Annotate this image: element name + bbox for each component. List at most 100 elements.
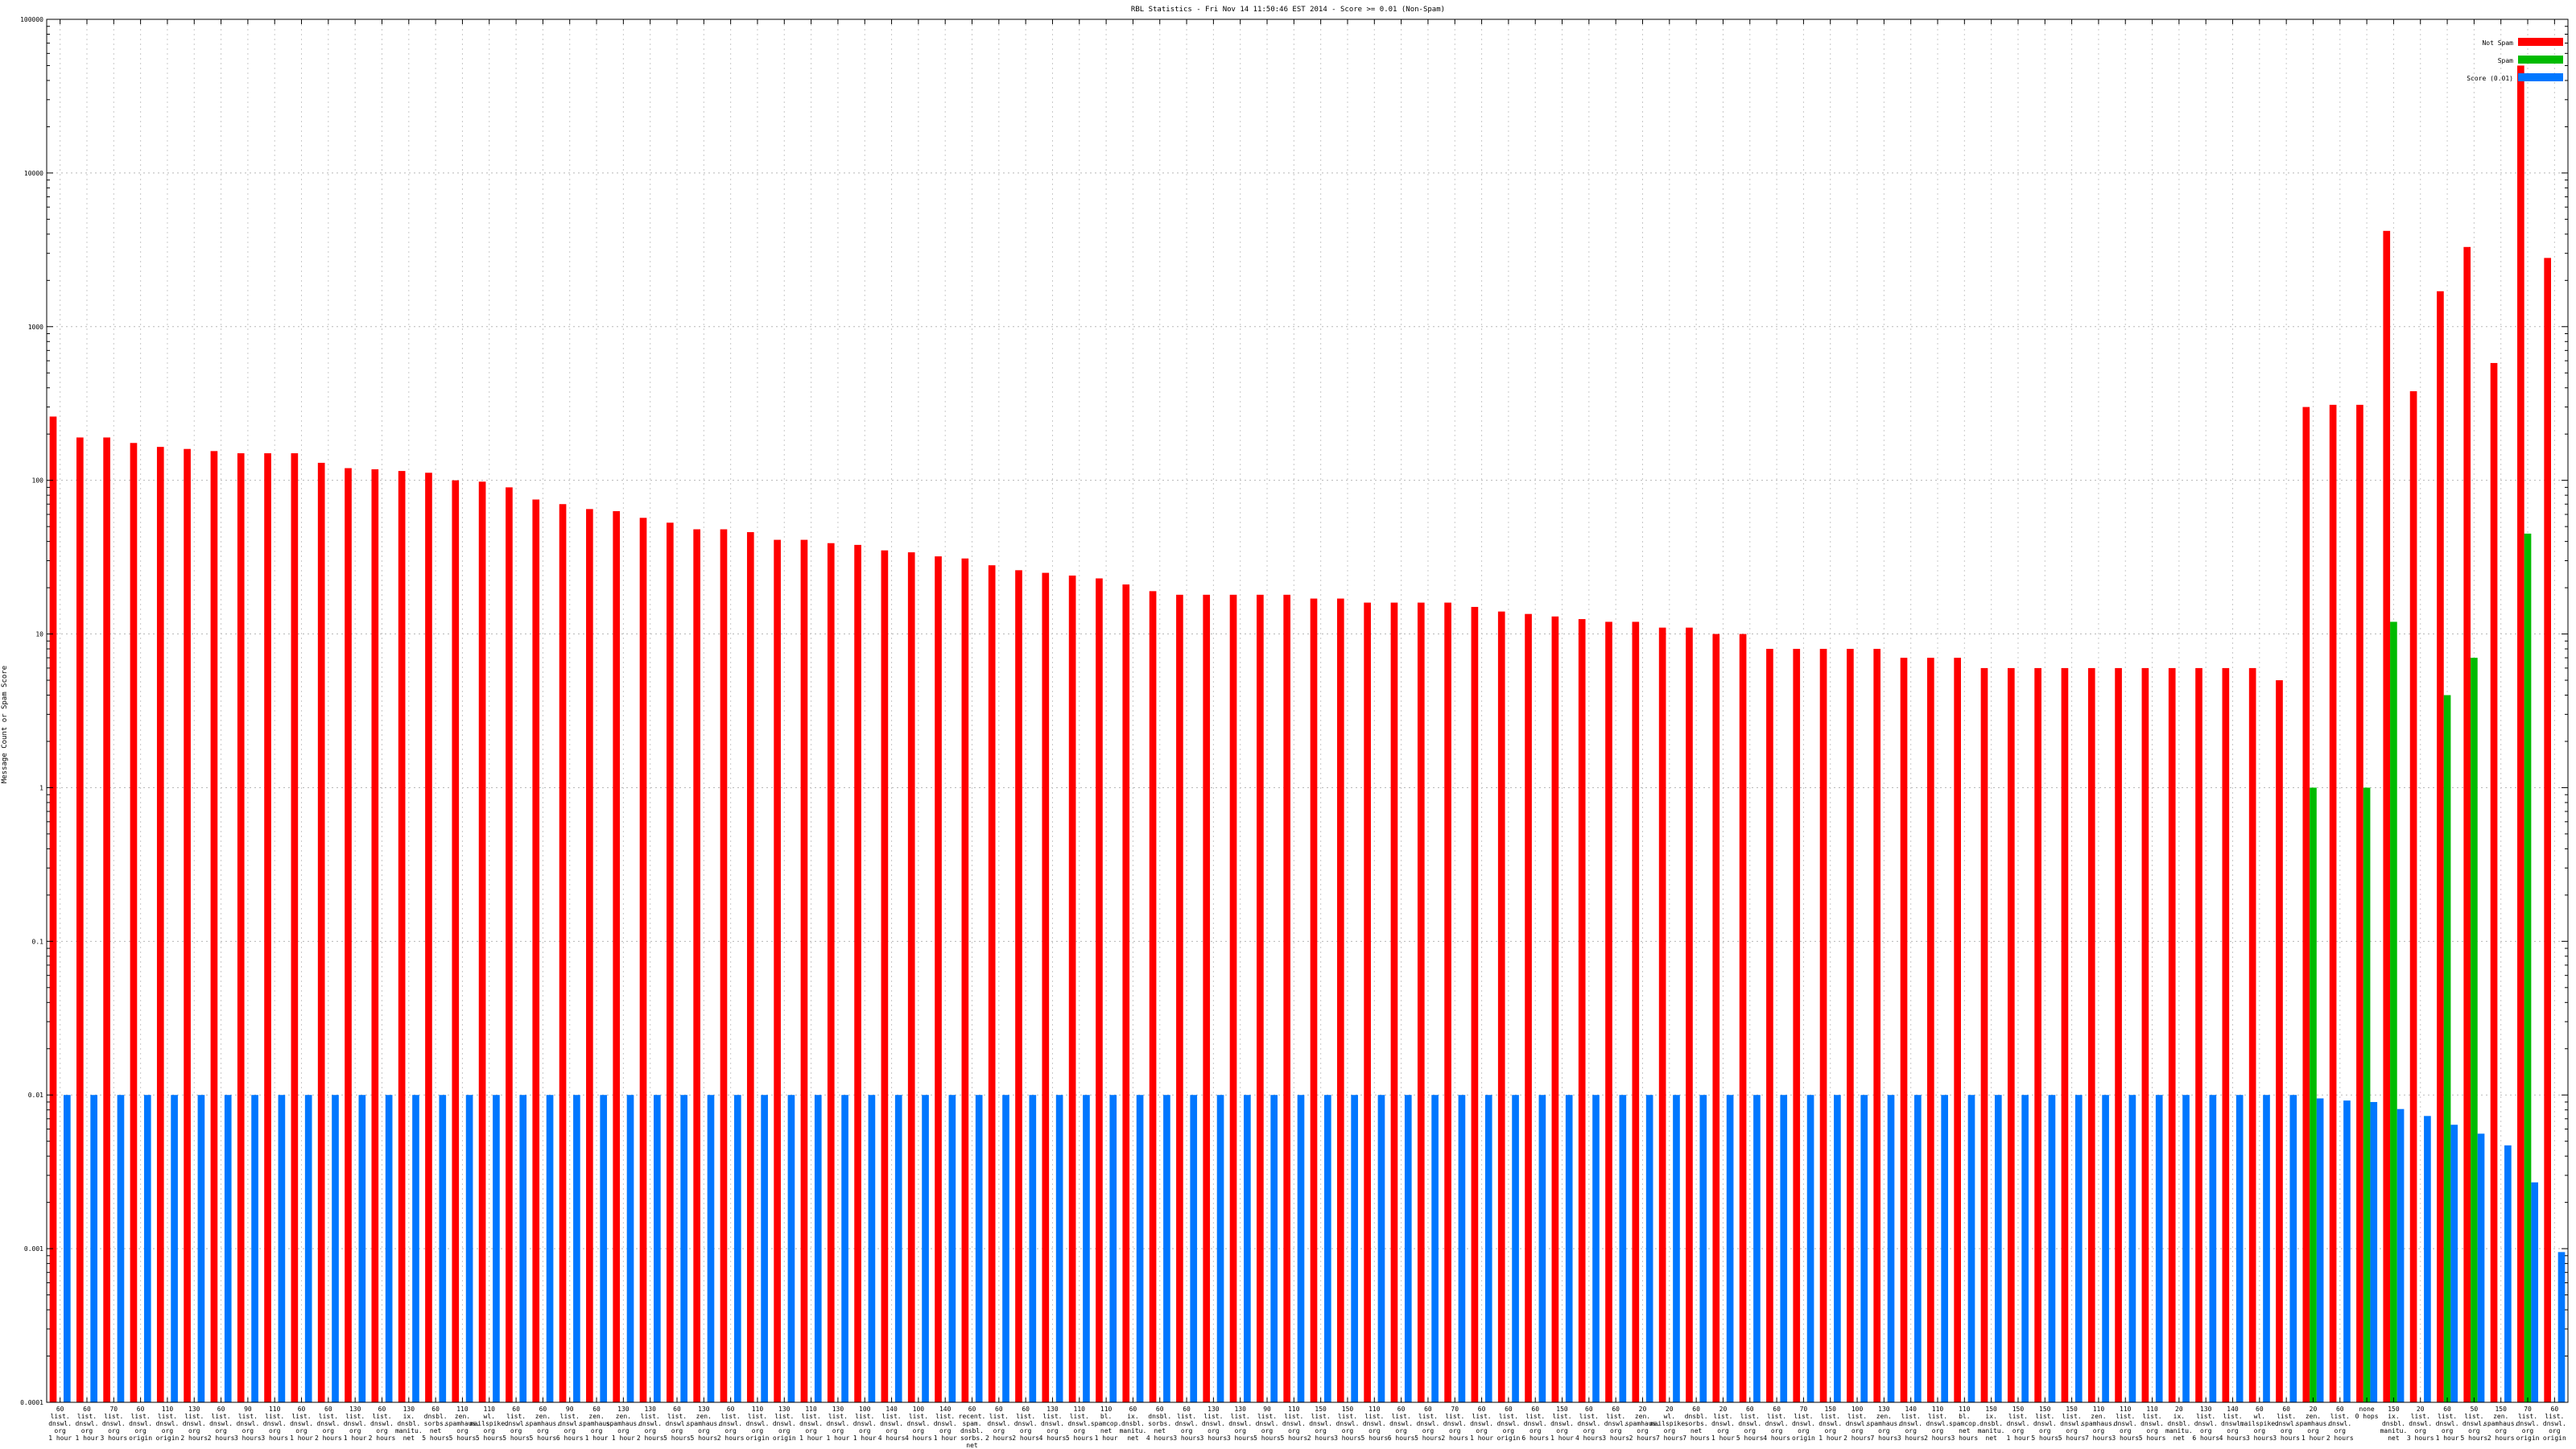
bar-c68-series-2	[1887, 1095, 1895, 1402]
x-tick-label-line: org	[2468, 1427, 2480, 1435]
x-tick-label-line: 60	[512, 1406, 520, 1413]
x-tick-label-line: spamhaus.	[1867, 1420, 1901, 1427]
x-tick-label: 60 list. dnswl. org origin	[2543, 1406, 2566, 1442]
x-tick-label: 60 list. dnswl. org 2 hours	[1012, 1406, 1039, 1442]
x-tick-label-line: 1 hour	[826, 1435, 849, 1442]
x-tick-label-line: org	[1583, 1427, 1596, 1435]
x-tick-label: 50 list. dnswl. org 5 hours	[2461, 1406, 2488, 1442]
x-tick-label-line: org	[2120, 1427, 2132, 1435]
bar-c86-series-2	[2370, 1101, 2378, 1402]
x-tick-label-line: 3 hours	[1602, 1435, 1629, 1442]
x-tick-label-line: 5 hours	[1736, 1435, 1764, 1442]
y-axis-label: Message Count or Spam Score	[1, 666, 9, 783]
bar-c31-series-0	[881, 550, 889, 1403]
x-tick-label-line: 2 hours	[315, 1435, 342, 1442]
y-tick-labels: 0.0001 0.001 0.01 0.1 1 10 100 1000 10000 100000	[20, 16, 43, 1406]
x-tick-label-line: list.	[319, 1413, 338, 1420]
x-tick-label: 70 list. dnswl. org origin	[2516, 1406, 2540, 1442]
x-tick-label-line: dnswl.	[183, 1420, 206, 1427]
bar-c59-series-2	[1645, 1095, 1653, 1402]
x-tick-label-line: 60	[1585, 1406, 1593, 1413]
x-tick-label-line: net	[1100, 1427, 1113, 1435]
x-tick-label-line: 60	[431, 1406, 440, 1413]
x-tick-label-line: origin	[2516, 1435, 2540, 1442]
x-tick-label-line: list.	[1392, 1413, 1411, 1420]
bar-c2-series-0	[103, 437, 110, 1402]
x-tick-label-line: dnswl.	[1470, 1420, 1493, 1427]
x-tick-label: 60 list. dnswl. org 1 hour	[76, 1406, 99, 1442]
x-tick-label-line: 2 hours	[180, 1435, 208, 1442]
x-tick-label-line: dnswl.	[1792, 1420, 1815, 1427]
x-tick-label-line: 130	[698, 1406, 710, 1413]
x-tick-label-line: manitu.	[2380, 1427, 2408, 1435]
x-tick-label-line: dnswl.	[1577, 1420, 1600, 1427]
x-tick-label-line: 130	[403, 1406, 415, 1413]
x-tick-label-line: 7 hours	[1871, 1435, 1898, 1442]
bar-c48-series-0	[1336, 598, 1344, 1402]
x-tick-label-line: 110	[1959, 1406, 1971, 1413]
x-tick-label-line: org	[269, 1427, 281, 1435]
x-tick-label-line: dnswl.	[1846, 1420, 1869, 1427]
x-tick-label-line: list.	[77, 1413, 97, 1420]
x-tick-label-line: 60	[592, 1406, 601, 1413]
bar-c73-series-2	[2021, 1095, 2029, 1402]
bar-c5-series-2	[197, 1095, 205, 1402]
x-tick-label: 90 list. dnswl. org 5 hours	[1253, 1406, 1281, 1442]
bar-c29-series-2	[841, 1095, 848, 1402]
x-tick-label: none 0 hops	[2355, 1406, 2379, 1420]
x-tick-label-line: dnswl.	[2516, 1420, 2540, 1427]
bar-c75-series-0	[2061, 667, 2069, 1402]
x-tick-label-line: org	[591, 1427, 603, 1435]
x-tick-label: 70 list. dnswl. org 3 hours	[100, 1406, 127, 1442]
bar-c8-series-2	[278, 1095, 286, 1402]
x-tick-label-line: org	[1208, 1427, 1220, 1435]
x-tick-label-line: list.	[1901, 1413, 1921, 1420]
x-tick-label-line: dnswl.	[102, 1420, 126, 1427]
x-tick-label: 60 list. dnswl. org 3 hours	[1173, 1406, 1200, 1442]
x-tick-label: 60 list. dnswl. org 6 hours	[1388, 1406, 1415, 1442]
x-tick-label: 60 recent. spam. dnsbl. sorbs. net	[959, 1406, 986, 1449]
x-tick-label-line: org	[1905, 1427, 1917, 1435]
x-tick-label-line: dnswl.	[290, 1420, 313, 1427]
bar-c56-series-2	[1565, 1095, 1573, 1402]
bar-c34-series-2	[975, 1095, 983, 1402]
x-tick-label-line: 60	[324, 1406, 332, 1413]
x-tick-label-line: net	[430, 1427, 442, 1435]
x-tick-label-line: 1 hour	[2007, 1435, 2030, 1442]
x-tick-label-line: 90	[244, 1406, 252, 1413]
x-tick-label-line: 70	[1800, 1406, 1808, 1413]
x-tick-label-line: dnswl.	[1336, 1420, 1360, 1427]
x-tick-label-line: 150	[2013, 1406, 2025, 1413]
x-tick-label-line: list.	[1499, 1413, 1518, 1420]
x-tick-label: 60 list. dnswl. org 5 hours	[1414, 1406, 1442, 1442]
x-tick-label-line: org	[671, 1427, 683, 1435]
x-tick-label: 150 ix. dnsbl. manitu. net	[1978, 1406, 2005, 1442]
bar-c76-series-2	[2102, 1095, 2109, 1402]
bar-c1-series-0	[76, 437, 84, 1402]
x-tick-label-line: list.	[1042, 1413, 1062, 1420]
bar-c20-series-2	[600, 1095, 608, 1402]
x-tick-label-line: dnswl.	[1389, 1420, 1413, 1427]
x-tick-label-line: manitu.	[1978, 1427, 2005, 1435]
x-tick-label-line: 5 hours	[2058, 1435, 2086, 1442]
x-tick-label-line: org	[617, 1427, 630, 1435]
x-tick-label-line: dnswl.	[236, 1420, 259, 1427]
x-tick-label-line: 60	[1397, 1406, 1406, 1413]
x-tick-label-line: wl.	[2254, 1413, 2265, 1420]
x-tick-label-line: org	[1288, 1427, 1300, 1435]
y-tick-label: 1	[39, 784, 43, 791]
y-tick-label: 0.001	[24, 1245, 43, 1253]
x-tick-label-line: 3 hours	[1334, 1435, 1361, 1442]
bar-c60-series-2	[1673, 1095, 1680, 1402]
bar-c35-series-2	[1002, 1095, 1009, 1402]
x-tick-label-line: 130	[1046, 1406, 1059, 1413]
x-tick-label-line: spamhaus.	[606, 1420, 641, 1427]
x-tick-label-line: 5 hours	[476, 1435, 503, 1442]
bar-c0-series-0	[49, 416, 57, 1402]
x-tick-label-line: dnswl.	[1738, 1420, 1761, 1427]
x-tick-label-line: net	[966, 1442, 978, 1449]
x-tick-label-line: 130	[832, 1406, 844, 1413]
bar-c73-series-0	[2007, 667, 2015, 1402]
bar-c19-series-0	[559, 504, 567, 1402]
bar-c18-series-2	[546, 1095, 554, 1402]
